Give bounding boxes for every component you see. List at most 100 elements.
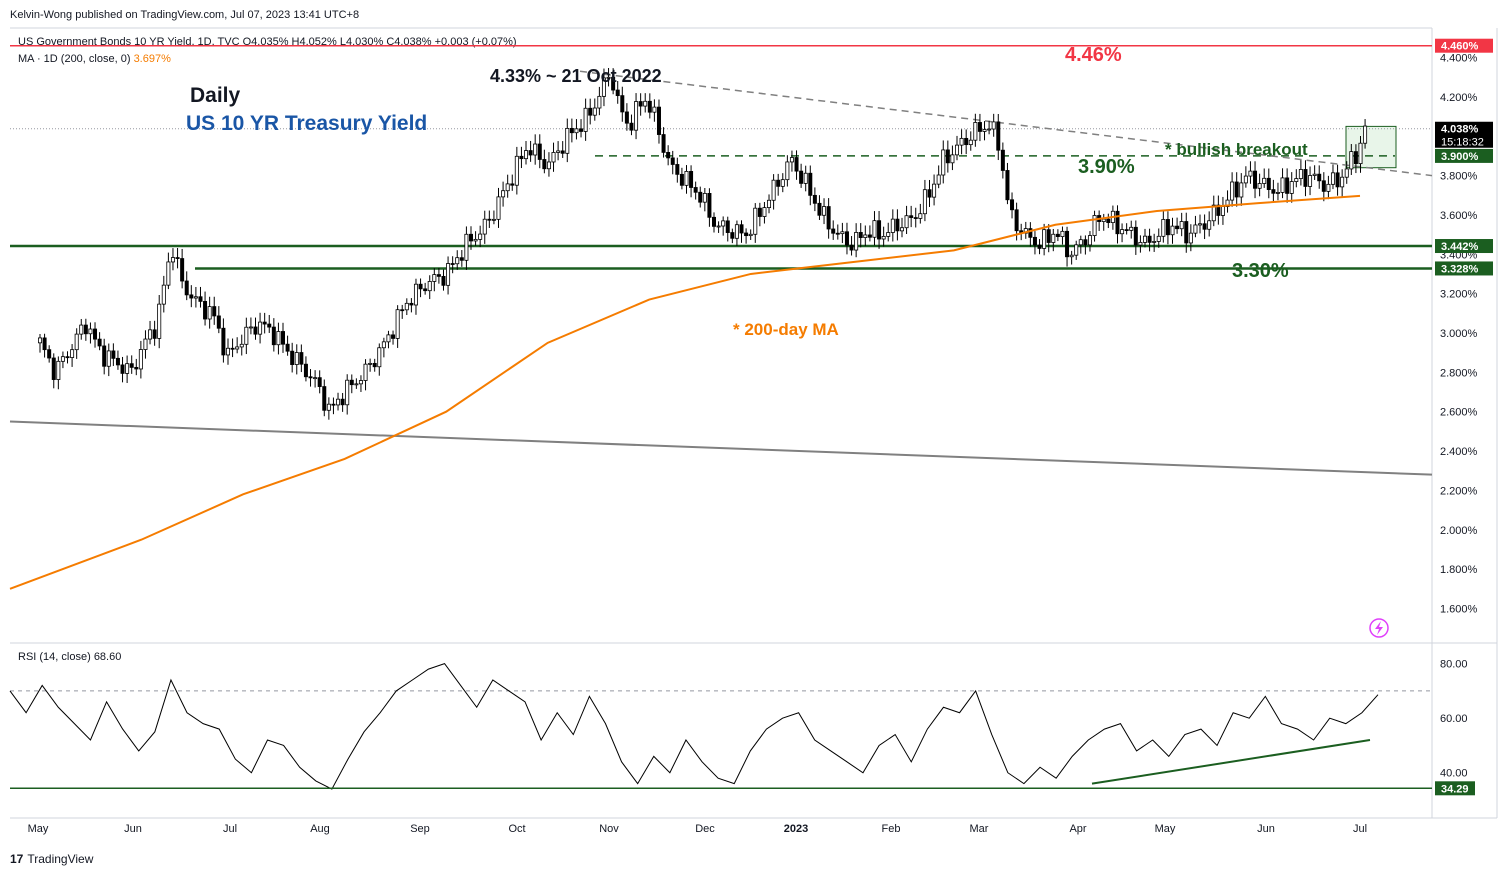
candle-body: [1120, 229, 1125, 235]
candle-body: [753, 207, 758, 235]
candle-body: [1175, 225, 1180, 230]
candle-body: [129, 363, 134, 368]
candle-body: [354, 383, 359, 386]
candle-body: [1156, 235, 1161, 242]
candle-body: [1280, 177, 1285, 193]
candle-body: [322, 386, 327, 411]
candle-body: [922, 189, 927, 215]
candle-body: [1133, 226, 1138, 246]
candle-body: [1243, 175, 1248, 184]
rsi-label[interactable]: RSI (14, close): [18, 651, 91, 663]
breakout-annotation: * bullish breakout: [1165, 140, 1308, 159]
candle-body: [514, 155, 519, 186]
price-badge-label: 4.038%: [1441, 124, 1479, 136]
candle-body: [840, 231, 845, 235]
candle-body: [1294, 178, 1299, 182]
candle-body: [1239, 182, 1244, 198]
candle-body: [1138, 241, 1143, 246]
candle-body: [1358, 142, 1363, 165]
candle-body: [844, 231, 849, 246]
candle-body: [225, 347, 230, 356]
candle-body: [368, 362, 373, 365]
price-tick-label: 1.600%: [1440, 603, 1478, 615]
candle-body: [1225, 199, 1230, 207]
price-tick-label: 2.000%: [1440, 525, 1478, 537]
candle-body: [203, 300, 208, 320]
candle-body: [1147, 235, 1152, 243]
candle-body: [551, 152, 556, 163]
rsi-badge-label: 34.29: [1441, 783, 1469, 795]
candle-body: [161, 284, 166, 305]
candle-body: [1028, 228, 1033, 238]
candle-body: [1092, 215, 1097, 236]
candle-body: [556, 150, 561, 153]
candle-body: [854, 232, 859, 251]
candle-body: [588, 107, 593, 116]
candle-body: [331, 403, 336, 406]
candle-body: [317, 377, 322, 387]
candle-body: [734, 224, 739, 239]
time-tick-label: Mar: [970, 823, 989, 835]
price-tick-label: 4.200%: [1440, 92, 1478, 104]
chart-subtitle: US 10 YR Treasury Yield: [186, 112, 427, 135]
candle-body: [487, 218, 492, 221]
candle-body: [592, 107, 597, 116]
candle-body: [528, 150, 533, 156]
candle-body: [51, 357, 56, 380]
candle-body: [432, 274, 437, 282]
candle-body: [1211, 204, 1216, 222]
tradingview-logo[interactable]: 17 TradingView: [10, 852, 93, 866]
candle-body: [1032, 236, 1037, 246]
time-tick-label: 2023: [784, 823, 808, 835]
peak-annotation: 4.33% ~ 21 Oct 2022: [490, 66, 662, 86]
candle-body: [303, 363, 308, 378]
rsi-tick-label: 80.00: [1440, 659, 1468, 671]
price-badge: [1435, 148, 1493, 163]
candle-body: [1216, 204, 1221, 216]
price-tick-label: 3.000%: [1440, 328, 1478, 340]
rsi-legend[interactable]: RSI (14, close) 68.60: [18, 651, 121, 663]
candle-body: [652, 106, 657, 113]
candle-body: [216, 315, 221, 329]
rsi-value: 68.60: [93, 651, 122, 663]
candle-body: [794, 157, 799, 172]
candle-body: [418, 283, 423, 290]
candle-body: [248, 326, 253, 329]
candle-body: [340, 398, 345, 406]
candle-body: [336, 398, 341, 406]
candle-body: [56, 360, 61, 380]
candle-body: [744, 232, 749, 237]
candle-body: [767, 199, 772, 209]
ma-legend[interactable]: MA · 1D (200, close, 0) 3.697%: [18, 53, 171, 65]
candle-body: [88, 328, 93, 335]
candle-body: [817, 202, 822, 216]
rsi-trendline: [1091, 739, 1371, 785]
candle-body: [157, 303, 162, 339]
candle-body: [1262, 177, 1267, 184]
candle-body: [629, 122, 634, 131]
candle-body: [932, 183, 937, 198]
candle-body: [496, 196, 501, 220]
candle-body: [253, 326, 258, 335]
candle-body: [326, 403, 331, 411]
candle-body: [1312, 173, 1317, 176]
candle-body: [1335, 172, 1340, 188]
candle-body: [881, 235, 886, 240]
candle-body: [1326, 183, 1331, 192]
candle-body: [1115, 210, 1120, 235]
time-tick-label: Jul: [1353, 823, 1367, 835]
candle-body: [533, 143, 538, 156]
candle-body: [1142, 235, 1147, 243]
level-446-annotation: 4.46%: [1065, 44, 1122, 66]
candle-body: [1285, 177, 1290, 194]
candle-body: [391, 334, 396, 339]
ma-label[interactable]: MA · 1D (200, close, 0): [18, 53, 131, 65]
lightning-icon[interactable]: [1369, 618, 1389, 638]
time-tick-label: Apr: [1069, 823, 1086, 835]
candle-body: [404, 302, 409, 311]
candle-body: [757, 207, 762, 217]
candle-body: [395, 309, 400, 339]
candle-body: [1344, 168, 1349, 178]
candle-body: [1065, 230, 1070, 258]
